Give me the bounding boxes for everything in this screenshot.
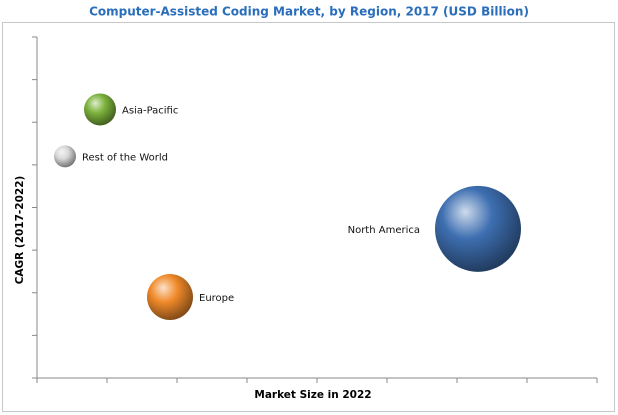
y-axis-title: CAGR (2017-2022) <box>14 176 26 285</box>
chart-title: Computer-Assisted Coding Market, by Regi… <box>89 5 529 19</box>
bubble-label: Europe <box>199 293 234 304</box>
bubble <box>84 93 116 126</box>
x-axis-title: Market Size in 2022 <box>254 389 371 401</box>
bubble <box>54 145 76 168</box>
bubble-label: Rest of the World <box>82 152 168 163</box>
chart-frame <box>2 22 615 412</box>
bubble-label: North America <box>348 225 420 236</box>
bubble-label: Asia-Pacific <box>122 105 178 116</box>
bubble <box>435 185 521 272</box>
bubble <box>147 274 193 321</box>
